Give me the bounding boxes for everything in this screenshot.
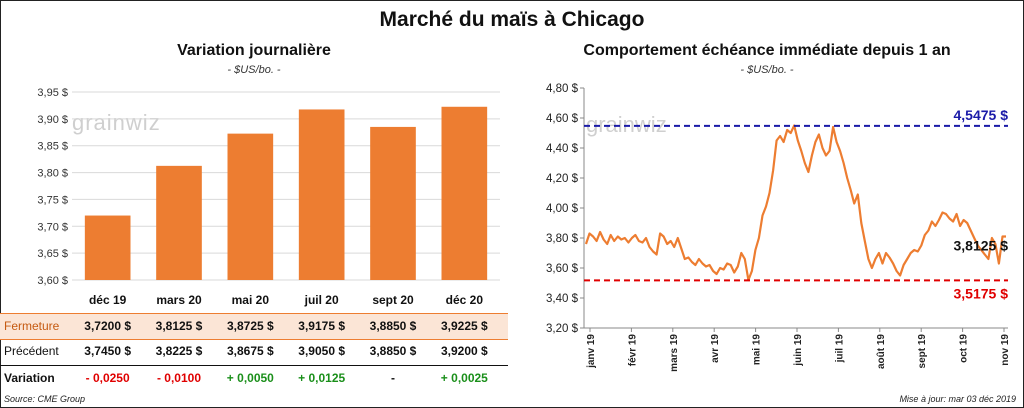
category-label: déc 20 xyxy=(445,293,483,307)
watermark-left: grainwiz xyxy=(72,110,161,135)
x-tick-label: août 19 xyxy=(876,334,887,369)
y-tick-label: 3,75 $ xyxy=(37,194,68,206)
y-tick-label: 4,20 $ xyxy=(546,173,579,185)
x-tick-label: mars 19 xyxy=(669,334,680,372)
x-tick-label: oct 19 xyxy=(959,334,970,363)
bar xyxy=(227,133,274,280)
x-tick-label: janv 19 xyxy=(586,334,597,369)
y-tick-label: 3,90 $ xyxy=(37,114,68,126)
category-label: mai 20 xyxy=(231,293,269,307)
bar xyxy=(370,126,416,280)
variation-value: - xyxy=(391,371,395,385)
table-header-row: déc 19 mars 20 mai 20 juil 20 sept 20 déc 20 xyxy=(0,288,508,313)
bar xyxy=(298,109,345,280)
table-row-previous: Précédent 3,7450 $ 3,8225 $ 3,8675 $ 3,9050… xyxy=(0,339,508,364)
y-tick-label: 3,60 $ xyxy=(546,263,579,275)
close-value: 3,7200 $ xyxy=(84,319,132,333)
y-tick-label: 3,60 $ xyxy=(37,275,68,287)
y-tick-label: 3,80 $ xyxy=(37,168,68,180)
left-panel-title: Variation journalière xyxy=(177,42,331,59)
line-chart: grainwiz 3,20 $ 3,40 $ 3,60 $ 3,80 $ 4,00 $ 4… xyxy=(546,83,1011,372)
variation-label: Variation xyxy=(4,371,55,385)
variation-value: + 0,0025 xyxy=(440,371,488,385)
price-table: déc 19 mars 20 mai 20 juil 20 sept 20 déc 20 … xyxy=(0,288,508,388)
variation-value: - 0,0250 xyxy=(85,371,130,385)
x-tick-label: mai 19 xyxy=(752,334,763,366)
close-value: 3,9225 $ xyxy=(440,319,488,333)
y-tick-label: 3,80 $ xyxy=(546,233,579,245)
table-divider xyxy=(0,365,508,366)
previous-value: 3,8225 $ xyxy=(155,344,203,358)
y-tick-label: 3,40 $ xyxy=(546,293,579,305)
close-value: 3,8850 $ xyxy=(369,319,417,333)
left-panel-unit: - $US/bo. - xyxy=(227,64,281,76)
category-label: sept 20 xyxy=(372,293,414,307)
y-tick-label: 3,70 $ xyxy=(37,221,68,233)
y-tick-label: 3,65 $ xyxy=(37,248,68,260)
previous-value: 3,7450 $ xyxy=(84,344,132,358)
right-panel-unit: - $US/bo. - xyxy=(740,64,794,76)
previous-value: 3,8850 $ xyxy=(369,344,417,358)
y-tick-label: 4,80 $ xyxy=(546,83,579,95)
close-value: 3,8725 $ xyxy=(226,319,274,333)
y-tick-label: 4,60 $ xyxy=(546,113,579,125)
y-tick-label: 3,85 $ xyxy=(37,141,68,153)
bar xyxy=(441,106,488,281)
source-note: Source: CME Group xyxy=(4,394,86,404)
x-tick-label: juin 19 xyxy=(793,334,804,367)
close-value: 3,9175 $ xyxy=(298,319,346,333)
category-label: mars 20 xyxy=(156,293,202,307)
category-label: juil 20 xyxy=(304,293,339,307)
update-note: Mise à jour: mar 03 déc 2019 xyxy=(899,394,1016,404)
price-series-line xyxy=(584,124,1006,282)
x-tick-label: sept 19 xyxy=(917,334,928,369)
close-label: Fermeture xyxy=(4,319,60,333)
y-tick-label: 4,40 $ xyxy=(546,143,579,155)
x-tick-label: avr 19 xyxy=(710,334,721,363)
bar xyxy=(156,165,202,280)
variation-value: + 0,0125 xyxy=(298,371,346,385)
x-tick-label: nov 19 xyxy=(1000,334,1011,366)
right-panel-title: Comportement échéance immédiate depuis 1… xyxy=(583,42,951,59)
last-price-label: 3,8125 $ xyxy=(954,238,1009,254)
bar-chart: grainwiz 3,60 $ 3,65 $ 3,70 $ 3,75 $ 3,80 $ 3… xyxy=(37,87,500,287)
y-tick-label: 3,20 $ xyxy=(546,323,579,335)
previous-value: 3,9050 $ xyxy=(298,344,346,358)
table-row-variation: Variation - 0,0250 - 0,0100 + 0,0050 + 0,01… xyxy=(0,366,508,391)
previous-label: Précédent xyxy=(4,344,59,358)
low-value-label: 3,5175 $ xyxy=(954,285,1009,301)
previous-value: 3,8675 $ xyxy=(226,344,274,358)
high-value-label: 4,5475 $ xyxy=(954,107,1009,123)
previous-value: 3,9200 $ xyxy=(440,344,488,358)
variation-value: - 0,0100 xyxy=(156,371,202,385)
bar xyxy=(84,215,131,280)
close-value: 3,8125 $ xyxy=(155,319,203,333)
y-tick-label: 3,95 $ xyxy=(37,87,68,99)
y-tick-label: 4,00 $ xyxy=(546,203,579,215)
table-row-close: Fermeture 3,7200 $ 3,8125 $ 3,8725 $ 3,9175… xyxy=(0,313,508,340)
watermark-right: grainwiz xyxy=(586,112,667,137)
x-tick-label: juil 19 xyxy=(834,334,845,364)
variation-value: + 0,0050 xyxy=(226,371,274,385)
main-title: Marché du maïs à Chicago xyxy=(379,8,645,31)
category-label: déc 19 xyxy=(88,293,127,307)
x-tick-label: févr 19 xyxy=(627,334,638,367)
